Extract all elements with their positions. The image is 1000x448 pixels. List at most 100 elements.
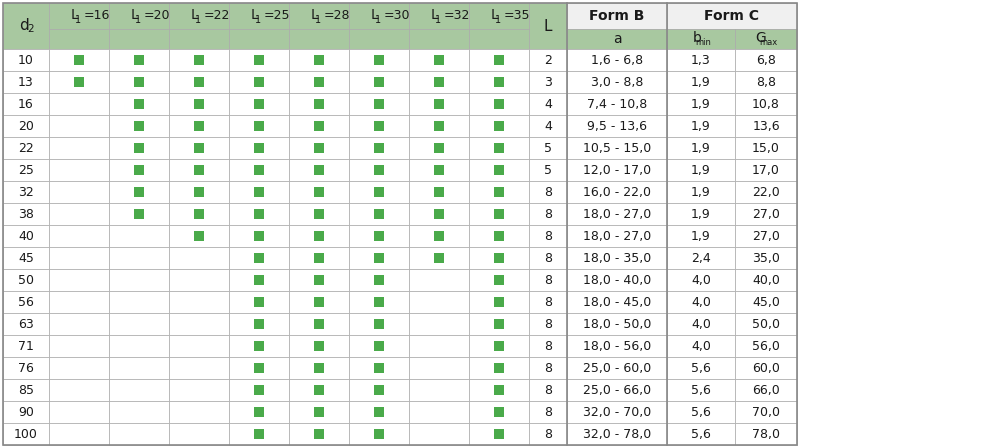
Bar (229, 313, 289, 335)
Bar (3, 137, 49, 159)
Bar (3, 181, 49, 203)
Bar (735, 115, 797, 137)
Text: G: G (756, 31, 766, 45)
Bar (735, 423, 797, 445)
Bar (374, 275, 384, 285)
Bar (409, 269, 469, 291)
Text: 1,9: 1,9 (691, 207, 711, 220)
Text: 35,0: 35,0 (752, 251, 780, 264)
Bar (3, 269, 49, 291)
Bar (349, 247, 409, 269)
Text: 90: 90 (18, 405, 34, 418)
Bar (529, 335, 567, 357)
Bar (134, 143, 144, 153)
Bar (529, 357, 567, 379)
Bar (169, 49, 229, 71)
Bar (494, 429, 504, 439)
Text: 18,0 - 40,0: 18,0 - 40,0 (583, 273, 651, 287)
Bar (254, 275, 264, 285)
Text: 63: 63 (18, 318, 34, 331)
Bar (667, 71, 735, 93)
Bar (109, 225, 169, 247)
Bar (529, 71, 567, 93)
Bar (494, 187, 504, 197)
Bar (567, 159, 667, 181)
Bar (169, 93, 229, 115)
Bar (109, 379, 169, 401)
Bar (109, 203, 169, 225)
Text: 8,8: 8,8 (756, 76, 776, 89)
Bar (109, 159, 169, 181)
Text: b: b (693, 31, 701, 45)
Text: 70,0: 70,0 (752, 405, 780, 418)
Text: 7,4 - 10,8: 7,4 - 10,8 (587, 98, 647, 111)
Text: =32: =32 (444, 9, 470, 22)
Bar (735, 203, 797, 225)
Bar (109, 401, 169, 423)
Bar (289, 335, 349, 357)
Bar (434, 231, 444, 241)
Bar (49, 269, 109, 291)
Bar (735, 269, 797, 291)
Bar (409, 225, 469, 247)
Text: 3: 3 (544, 76, 552, 89)
Bar (735, 335, 797, 357)
Bar (529, 247, 567, 269)
Bar (314, 165, 324, 175)
Bar (349, 159, 409, 181)
Bar (314, 385, 324, 395)
Bar (254, 407, 264, 417)
Text: 8: 8 (544, 383, 552, 396)
Bar (229, 93, 289, 115)
Bar (374, 319, 384, 329)
Bar (349, 115, 409, 137)
Bar (289, 93, 349, 115)
Bar (169, 181, 229, 203)
Bar (289, 181, 349, 203)
Bar (109, 423, 169, 445)
Text: 5: 5 (544, 164, 552, 177)
Bar (254, 165, 264, 175)
Bar (49, 137, 109, 159)
Bar (469, 137, 529, 159)
Bar (409, 71, 469, 93)
Text: L: L (544, 18, 552, 34)
Bar (469, 3, 529, 29)
Text: 1,9: 1,9 (691, 185, 711, 198)
Bar (349, 379, 409, 401)
Bar (169, 291, 229, 313)
Bar (314, 319, 324, 329)
Bar (667, 225, 735, 247)
Bar (314, 99, 324, 109)
Bar (254, 297, 264, 307)
Text: =35: =35 (504, 9, 530, 22)
Bar (229, 3, 289, 29)
Bar (567, 225, 667, 247)
Bar (314, 363, 324, 373)
Bar (735, 291, 797, 313)
Text: =20: =20 (144, 9, 170, 22)
Text: 4,0: 4,0 (691, 340, 711, 353)
Bar (229, 379, 289, 401)
Bar (349, 181, 409, 203)
Bar (567, 71, 667, 93)
Text: 8: 8 (544, 340, 552, 353)
Bar (109, 357, 169, 379)
Bar (169, 29, 229, 49)
Bar (374, 99, 384, 109)
Text: 38: 38 (18, 207, 34, 220)
Bar (667, 49, 735, 71)
Bar (409, 379, 469, 401)
Bar (409, 93, 469, 115)
Bar (529, 423, 567, 445)
Bar (494, 99, 504, 109)
Bar (314, 121, 324, 131)
Text: Form B: Form B (589, 9, 645, 23)
Bar (134, 165, 144, 175)
Bar (494, 363, 504, 373)
Text: 8: 8 (544, 207, 552, 220)
Bar (134, 77, 144, 87)
Bar (254, 363, 264, 373)
Bar (667, 357, 735, 379)
Bar (349, 291, 409, 313)
